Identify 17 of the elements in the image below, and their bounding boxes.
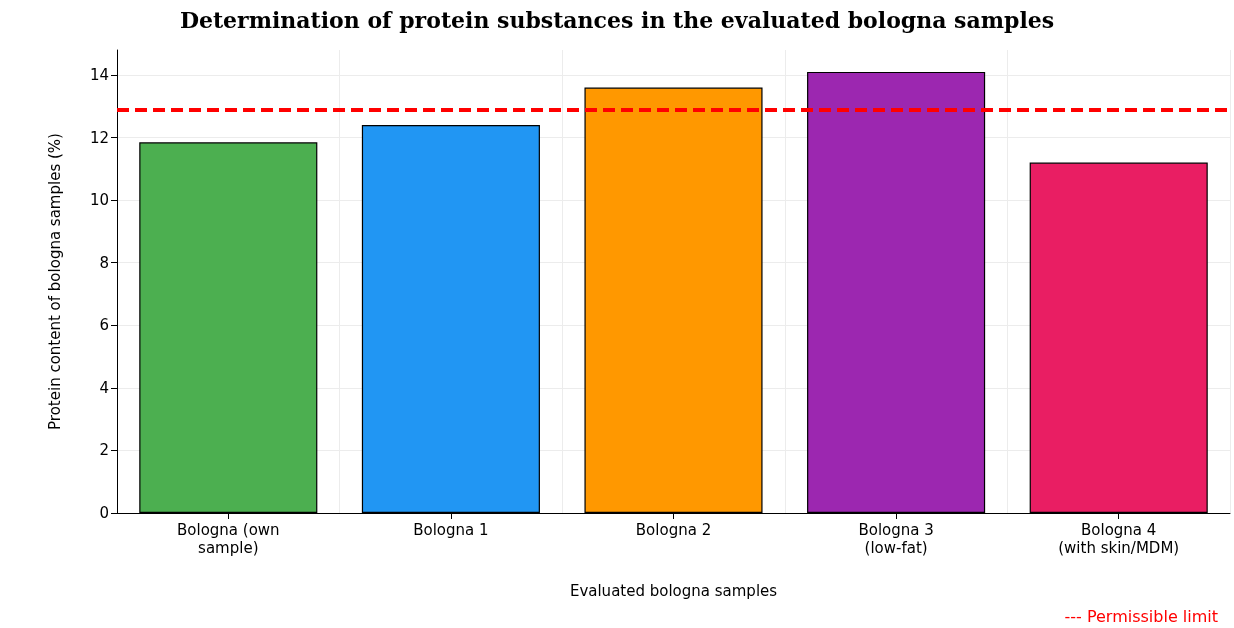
chart-title: Determination of protein substances in the evaluated bologna samples (179, 7, 1055, 33)
y-tick-label: 0 (99, 504, 109, 522)
y-tick-label: 10 (89, 191, 109, 210)
y-tick-label: 4 (99, 378, 109, 397)
x-tick-label: Bologna 2 (635, 521, 712, 539)
y-tick-label: 6 (99, 316, 109, 335)
y-tick-label: 2 (99, 441, 109, 460)
y-tick-label: 12 (89, 128, 109, 147)
ref-line-label: --- Permissible limit (1064, 606, 1218, 626)
x-tick-label: Bologna 3 (low-fat) (858, 521, 934, 557)
y-tick-label: 8 (99, 253, 109, 272)
y-tick-label: 14 (89, 66, 109, 85)
x-axis-title: Evaluated bologna samples (569, 581, 778, 600)
x-tick-label: Bologna 1 (413, 521, 489, 539)
x-tick-label: Bologna 4 (with skin/MDM) (1058, 521, 1180, 557)
x-tick-label: Bologna (own sample) (177, 521, 280, 557)
y-axis-title: Protein content of bologna samples (%) (45, 133, 64, 430)
